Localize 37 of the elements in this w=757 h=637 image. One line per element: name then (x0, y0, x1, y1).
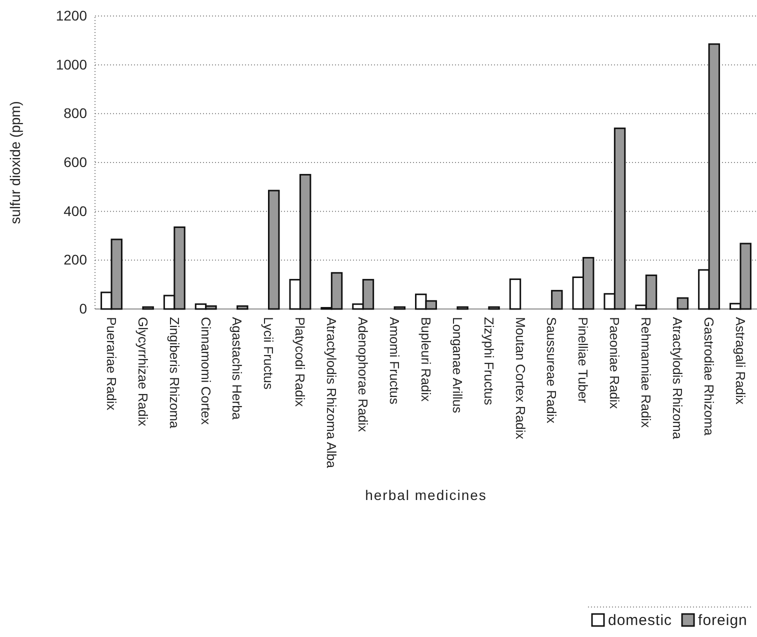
bar (236, 305, 248, 310)
x-tick-label: Saussureae Radix (544, 317, 560, 424)
y-axis-title: sulfur dioxide (ppm) (7, 101, 23, 224)
bar (676, 297, 689, 310)
legend-label: domestic (608, 612, 672, 629)
x-tick-label: Platycodi Radix (292, 317, 308, 408)
x-tick-label: Agastachis Herba (230, 317, 245, 420)
x-tick-label: Adenophorae Radix (356, 317, 371, 432)
y-tick-label: 400 (64, 202, 88, 219)
legend-label: foreign (698, 612, 748, 629)
x-tick-label: Cinnamomi Cortex (198, 317, 214, 426)
x-tick-label: Puerariae Radix (104, 317, 119, 411)
x-tick-label: Lycii Fructus (261, 317, 276, 390)
x-tick-label: Gastrodiae Rhizoma (701, 317, 716, 436)
y-tick-label: 600 (64, 154, 88, 170)
x-tick-label: Bupleuri Radix (418, 317, 434, 402)
y-tick-label: 200 (64, 252, 88, 268)
x-tick-label: Zizyphi Fructus (481, 317, 496, 406)
bar (509, 278, 522, 310)
x-tick-label: Amomi Fructus (387, 317, 402, 405)
x-tick-label: Astragali Radix (732, 317, 748, 405)
y-tick-label: 0 (79, 300, 88, 316)
x-tick-label: Zingiberis Rhizoma (166, 317, 182, 430)
bar (268, 190, 280, 310)
x-tick-label: Paeoniae Radix (607, 317, 622, 410)
x-tick-label: Longanae Arillus (450, 317, 465, 414)
bar (551, 290, 563, 310)
y-tick-label: 800 (64, 105, 88, 122)
x-tick-label: Pinelliae Tuber (576, 317, 591, 404)
x-axis-title: herbal medicines (365, 487, 487, 503)
y-tick-label: 1000 (56, 56, 88, 72)
x-tick-label: Atractylodis Rhizoma Alba (324, 317, 340, 469)
x-tick-label: Rehmanniae Radix (638, 317, 654, 428)
x-tick-label: Atractylodis Rhizoma (670, 317, 686, 440)
x-tick-label: Moutan Cortex Radix (512, 317, 528, 440)
y-tick-label: 1200 (56, 7, 88, 24)
x-tick-label: Glycyrrhizae Radix (135, 317, 150, 427)
